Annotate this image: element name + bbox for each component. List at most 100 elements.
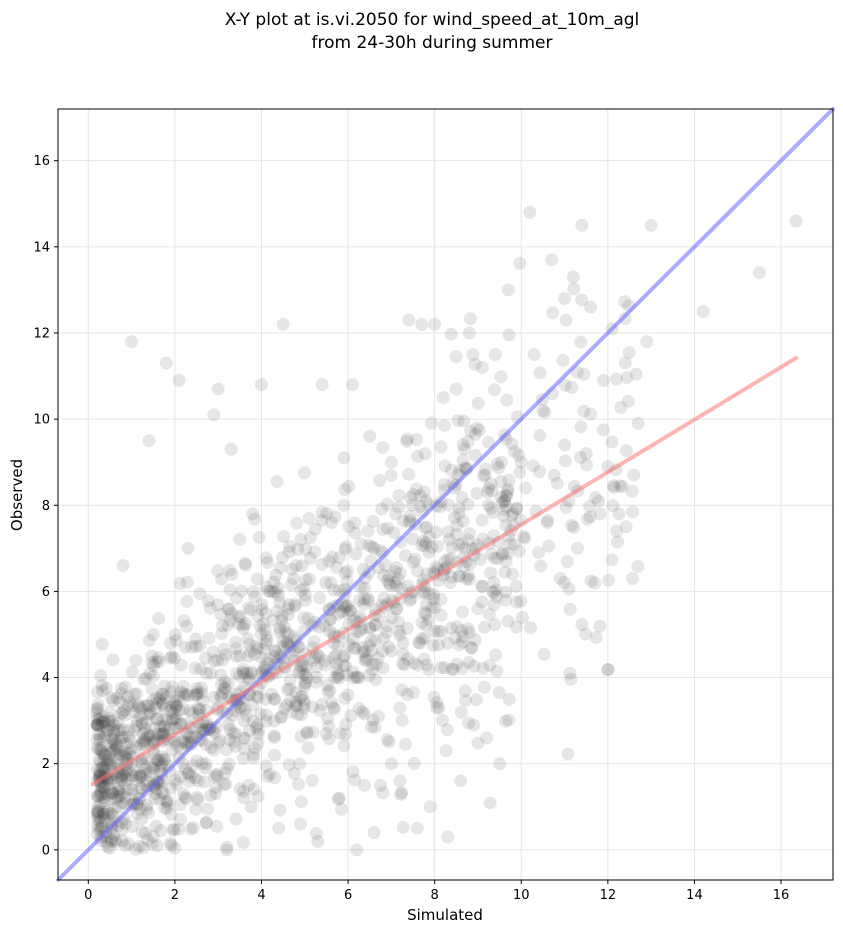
scatter-point xyxy=(410,564,424,578)
scatter-point xyxy=(588,491,602,505)
scatter-point xyxy=(310,660,324,674)
scatter-point xyxy=(482,498,496,512)
scatter-point xyxy=(376,522,390,536)
scatter-point xyxy=(180,619,194,633)
scatter-point xyxy=(327,702,341,716)
scatter-point xyxy=(97,730,111,744)
scatter-point xyxy=(297,701,311,715)
scatter-point xyxy=(221,602,235,616)
scatter-point xyxy=(254,627,268,641)
scatter-point xyxy=(575,218,589,232)
scatter-point xyxy=(496,546,510,560)
scatter-point xyxy=(392,615,406,629)
scatter-point xyxy=(91,790,105,804)
scatter-point xyxy=(260,770,274,784)
scatter-point xyxy=(492,461,506,475)
scatter-point xyxy=(516,611,530,625)
plot-frame xyxy=(57,108,834,881)
scatter-point xyxy=(149,655,163,669)
scatter-point xyxy=(150,753,164,767)
scatter-point xyxy=(129,842,143,856)
scatter-point xyxy=(396,514,410,528)
scatter-point xyxy=(406,686,420,700)
scatter-point xyxy=(151,727,165,741)
scatter-point xyxy=(472,423,486,437)
scatter-point xyxy=(463,557,477,571)
scatter-point xyxy=(94,788,108,802)
scatter-point xyxy=(270,475,284,489)
scatter-point xyxy=(341,688,355,702)
scatter-point xyxy=(93,733,107,747)
scatter-point xyxy=(94,785,108,799)
scatter-point xyxy=(191,793,205,807)
scatter-point xyxy=(278,625,292,639)
scatter-point xyxy=(420,567,434,581)
scatter-point xyxy=(110,771,124,785)
scatter-point xyxy=(167,694,181,708)
scatter-point xyxy=(422,663,436,677)
scatter-point xyxy=(620,370,634,384)
scatter-point xyxy=(356,641,370,655)
scatter-point xyxy=(327,651,341,665)
scatter-point xyxy=(295,689,309,703)
scatter-point xyxy=(428,601,442,615)
scatter-point xyxy=(495,496,509,510)
scatter-point xyxy=(219,777,233,791)
scatter-point xyxy=(297,693,311,707)
scatter-point xyxy=(117,730,131,744)
scatter-point xyxy=(184,822,198,836)
scatter-point xyxy=(115,834,129,848)
scatter-point xyxy=(114,731,128,745)
scatter-point xyxy=(154,759,168,773)
scatter-point xyxy=(296,667,310,681)
scatter-point xyxy=(207,743,221,757)
scatter-point xyxy=(403,513,417,527)
scatter-point xyxy=(98,714,112,728)
scatter-point xyxy=(233,782,247,796)
scatter-point xyxy=(233,649,247,663)
scatter-point xyxy=(193,704,207,718)
scatter-point xyxy=(141,707,155,721)
scatter-point xyxy=(159,690,173,704)
scatter-point xyxy=(181,541,195,555)
scatter-point xyxy=(454,705,468,719)
scatter-point xyxy=(410,482,424,496)
scatter-point xyxy=(468,357,482,371)
scatter-point xyxy=(156,726,170,740)
scatter-point xyxy=(115,796,129,810)
scatter-point xyxy=(452,638,466,652)
scatter-point xyxy=(94,743,108,757)
scatter-point xyxy=(418,585,432,599)
scatter-point xyxy=(155,767,169,781)
scatter-point xyxy=(160,794,174,808)
scatter-point xyxy=(287,572,301,586)
scatter-point xyxy=(195,757,209,771)
scatter-point xyxy=(407,656,421,670)
scatter-point xyxy=(173,703,187,717)
scatter-point xyxy=(221,677,235,691)
scatter-point xyxy=(164,636,178,650)
scatter-point xyxy=(580,512,594,526)
scatter-point xyxy=(382,640,396,654)
scatter-point xyxy=(463,625,477,639)
scatter-point xyxy=(289,633,303,647)
scatter-point xyxy=(142,699,156,713)
scatter-point xyxy=(501,482,515,496)
scatter-point xyxy=(116,768,130,782)
scatter-point xyxy=(565,380,579,394)
scatter-point xyxy=(486,585,500,599)
scatter-point xyxy=(251,609,265,623)
scatter-point xyxy=(502,692,516,706)
scatter-point xyxy=(217,682,231,696)
scatter-point xyxy=(484,566,498,580)
scatter-point xyxy=(380,497,394,511)
scatter-point xyxy=(434,495,448,509)
scatter-point xyxy=(137,733,151,747)
scatter-point xyxy=(323,613,337,627)
scatter-point xyxy=(94,761,108,775)
scatter-point xyxy=(169,633,183,647)
scatter-point xyxy=(365,663,379,677)
scatter-point xyxy=(220,840,234,854)
scatter-point xyxy=(495,548,509,562)
scatter-point xyxy=(119,736,133,750)
